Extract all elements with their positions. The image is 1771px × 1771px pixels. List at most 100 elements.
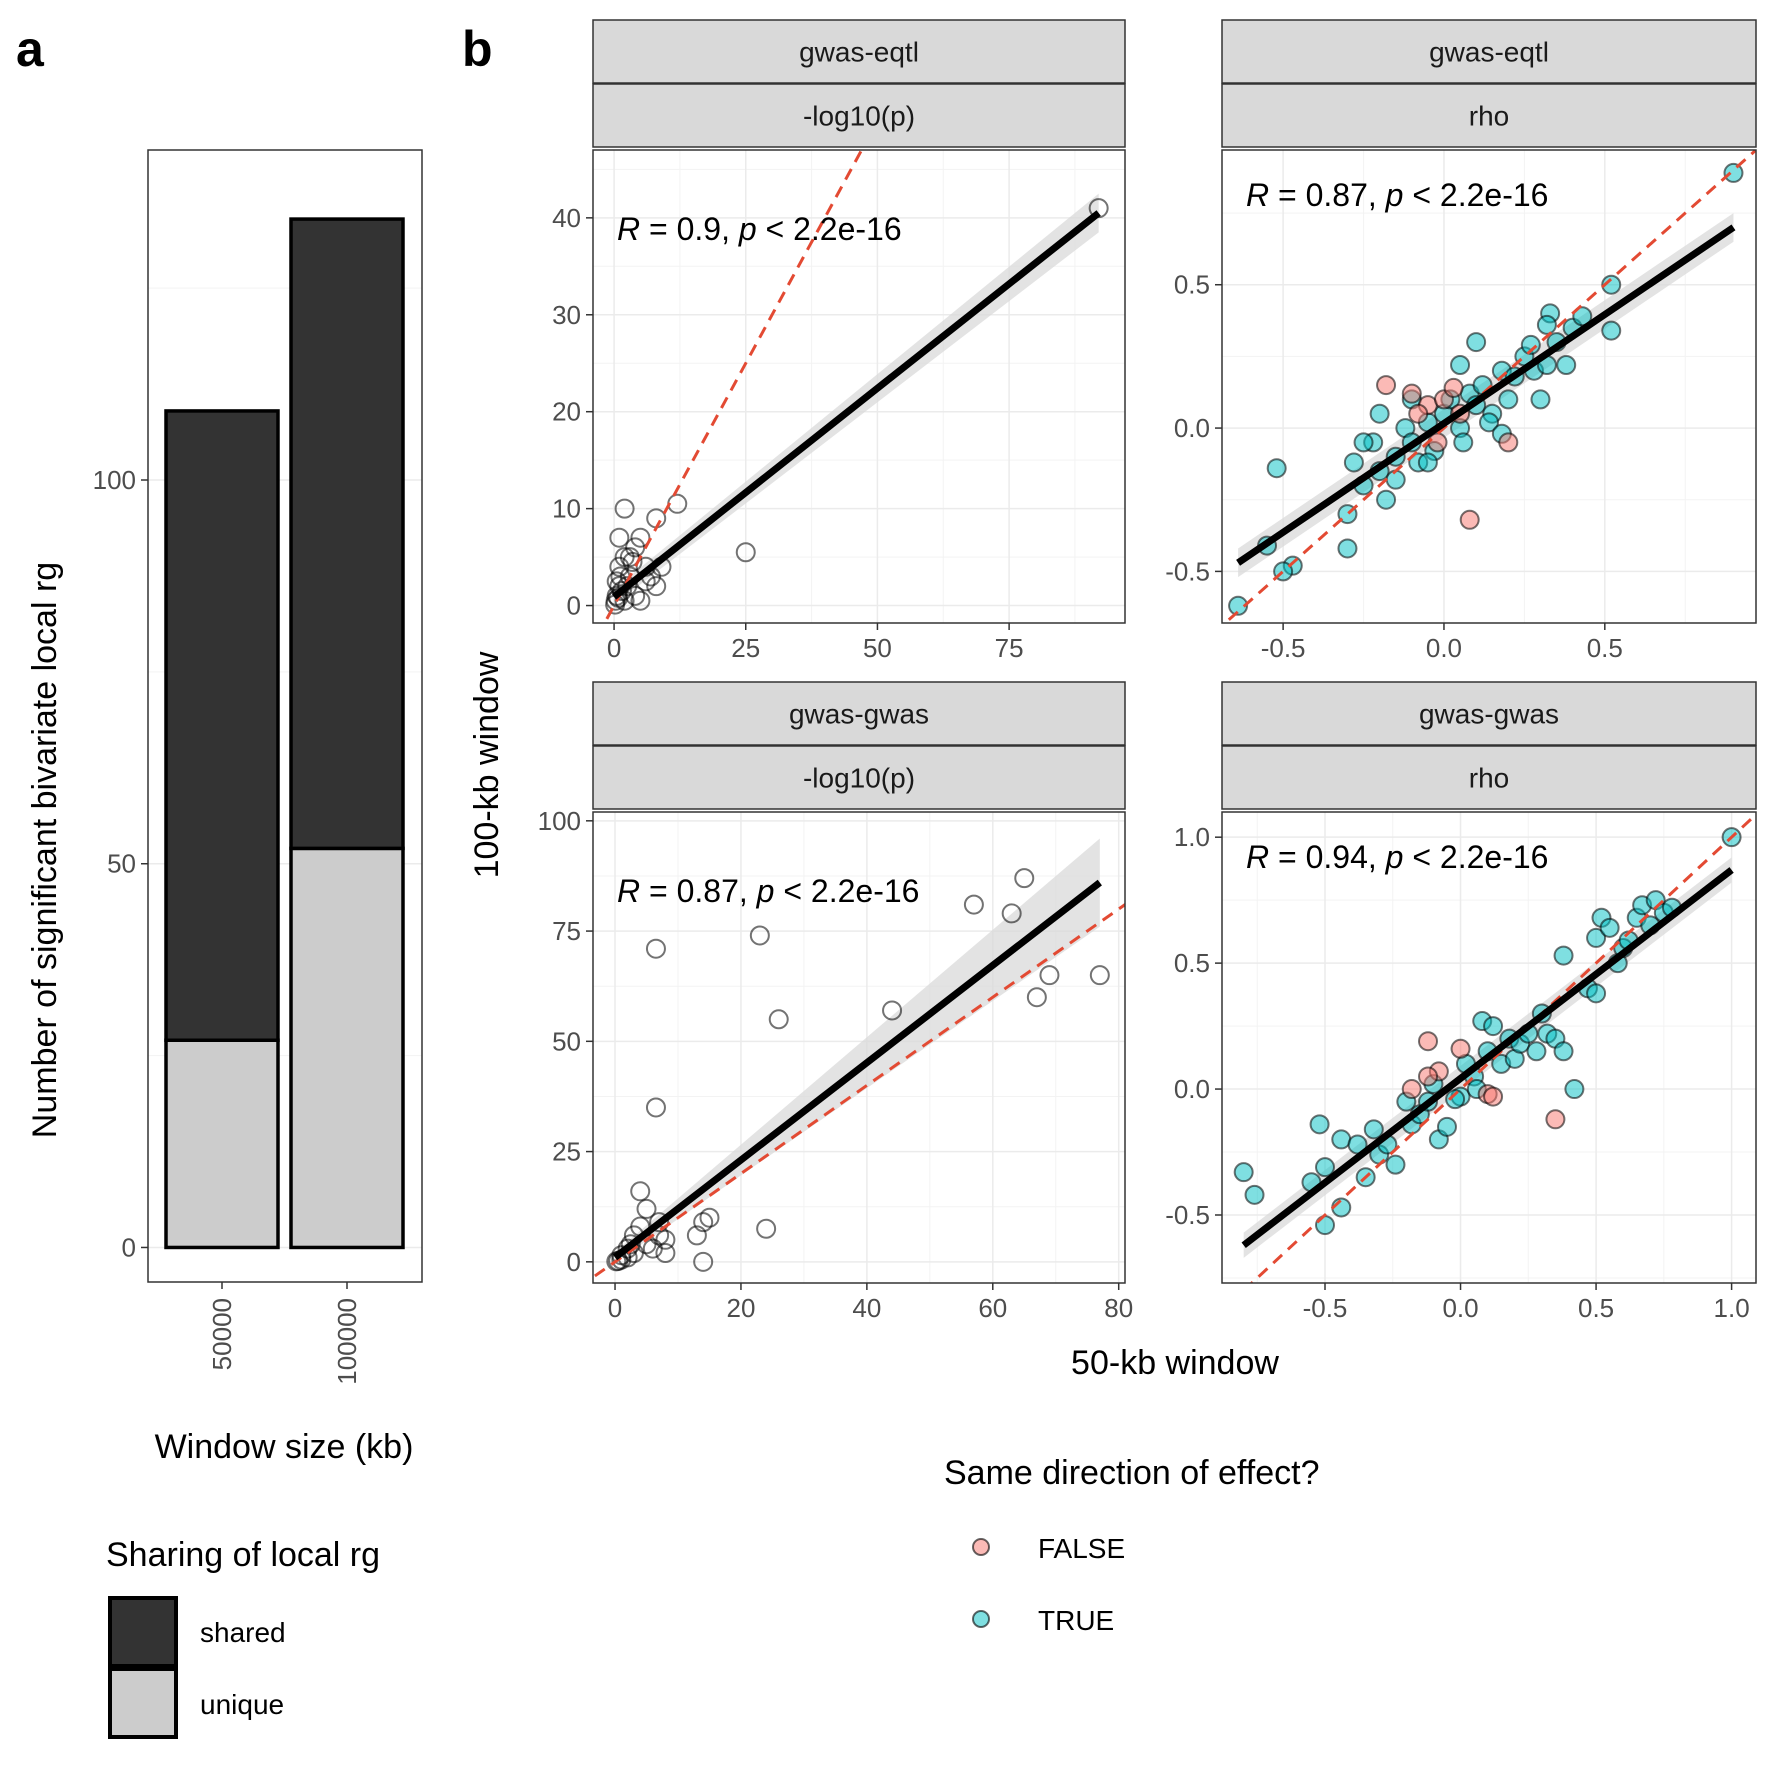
y-tick-label: -0.5 xyxy=(1165,556,1210,586)
y-tick-label: 25 xyxy=(552,1137,581,1167)
bar-shared xyxy=(289,217,405,851)
data-point-true xyxy=(1453,432,1474,453)
data-point-false xyxy=(1483,1086,1504,1107)
data-point-true xyxy=(1369,403,1390,424)
data-point-false xyxy=(1443,377,1464,398)
data-point xyxy=(686,1225,707,1246)
x-tick-label: 0 xyxy=(607,633,621,663)
data-point-true xyxy=(1572,306,1593,327)
regression-line xyxy=(1241,867,1734,1248)
facet-gwas-eqtl-rho: gwas-eqtl rho -0.5 0.0 0.5 -0.5 0.0 0.5 R = 0.87… xyxy=(1165,19,1757,663)
x-tick-label: 0.0 xyxy=(1426,633,1462,663)
data-point xyxy=(655,1243,676,1264)
data-point-true xyxy=(1536,314,1557,335)
annot-r: R xyxy=(1246,839,1269,875)
data-point xyxy=(1039,965,1060,986)
data-point-true xyxy=(1599,917,1620,938)
data-point-true xyxy=(1436,1116,1457,1137)
x-tick-label: 0.0 xyxy=(1442,1293,1478,1323)
facet-strip xyxy=(1221,745,1757,810)
y-tick-label: 10 xyxy=(552,494,581,524)
legend-label-false: FALSE xyxy=(1038,1533,1125,1564)
data-point-true xyxy=(1466,332,1487,353)
data-point-true xyxy=(1233,1162,1254,1183)
y-tick-label: 50 xyxy=(107,849,136,879)
annot-p: p xyxy=(1385,177,1404,213)
data-point-true xyxy=(1343,452,1364,473)
data-point-true xyxy=(1376,489,1397,510)
facet-strip-label: gwas-gwas xyxy=(1419,699,1559,730)
y-tick-label: 0.5 xyxy=(1174,948,1210,978)
data-point-true xyxy=(1385,469,1406,490)
confidence-band xyxy=(615,838,1100,1263)
y-tick-label: 1.0 xyxy=(1174,822,1210,852)
data-point xyxy=(622,551,643,572)
y-tick-label: 30 xyxy=(552,300,581,330)
facet-strip-label: rho xyxy=(1469,763,1509,794)
data-point xyxy=(1001,903,1022,924)
x-tick-label: 75 xyxy=(995,633,1024,663)
x-tick-label: 60 xyxy=(978,1293,1007,1323)
data-point-true xyxy=(1315,1157,1336,1178)
facet-strip xyxy=(592,19,1126,84)
data-point-true xyxy=(1564,1079,1585,1100)
facet-strip-label: gwas-eqtl xyxy=(1429,37,1549,68)
x-tick-label: 0.5 xyxy=(1587,633,1623,663)
data-point-true xyxy=(1586,927,1607,948)
plot-border xyxy=(1221,811,1757,1284)
data-point xyxy=(630,1181,651,1202)
data-point-true xyxy=(1556,355,1577,375)
annot-p: p xyxy=(738,211,757,247)
regression-line xyxy=(611,210,1101,600)
facet-strip xyxy=(592,745,1126,810)
facet-strip-label: -log10(p) xyxy=(803,101,915,132)
data-point-true xyxy=(1601,274,1622,295)
data-point xyxy=(693,1251,714,1272)
panel-b-x-axis-title: 50-kb window xyxy=(1071,1344,1279,1382)
data-point xyxy=(649,1212,670,1233)
panel-a-label: a xyxy=(16,21,45,77)
x-tick-label: 25 xyxy=(731,633,760,663)
annot-p-value: < 2.2e-16 xyxy=(1403,839,1548,875)
data-point xyxy=(645,938,666,959)
data-point-true xyxy=(1601,320,1622,341)
y-tick-label: 0 xyxy=(567,1247,581,1277)
data-point-false xyxy=(1408,403,1429,424)
data-point-false xyxy=(1545,1109,1566,1130)
x-tick-label: -0.5 xyxy=(1303,1293,1348,1323)
annot-r-value: = 0.9, xyxy=(640,211,739,247)
x-tick-label: 20 xyxy=(726,1293,755,1323)
facet-strip-label: gwas-gwas xyxy=(789,699,929,730)
data-point-true xyxy=(1450,355,1471,375)
annot-r-value: = 0.87, xyxy=(1269,177,1386,213)
data-point-true xyxy=(1530,389,1551,410)
annot-p: p xyxy=(1385,839,1404,875)
annot-r: R xyxy=(1246,177,1269,213)
y-tick-label: 20 xyxy=(552,397,581,427)
data-point-false xyxy=(1418,1031,1439,1052)
data-point-true xyxy=(1266,458,1287,479)
data-point xyxy=(630,590,651,611)
data-point xyxy=(699,1207,720,1228)
legend-label-shared: shared xyxy=(200,1617,286,1648)
regression-line xyxy=(612,879,1102,1261)
plot-border xyxy=(147,149,423,1283)
x-tick-label: 50000 xyxy=(207,1298,237,1370)
identity-line xyxy=(602,150,864,623)
data-point xyxy=(1014,868,1035,889)
annot-p: p xyxy=(756,873,775,909)
data-point xyxy=(768,1009,789,1030)
x-tick-label: 80 xyxy=(1104,1293,1133,1323)
x-tick-label: 100000 xyxy=(332,1298,362,1385)
data-point xyxy=(756,1218,777,1239)
data-point-true xyxy=(1526,1041,1547,1062)
data-point xyxy=(609,556,630,577)
panel-a-y-axis-title: Number of significant bivariate local rg xyxy=(26,562,64,1138)
correlation-annotation: R = 0.87, p < 2.2e-16 xyxy=(617,873,919,909)
x-tick-label: 50 xyxy=(863,633,892,663)
x-tick-label: 0.5 xyxy=(1578,1293,1614,1323)
data-point-true xyxy=(1363,1119,1384,1140)
annot-p-value: < 2.2e-16 xyxy=(1403,177,1548,213)
plot-border xyxy=(1221,149,1757,624)
